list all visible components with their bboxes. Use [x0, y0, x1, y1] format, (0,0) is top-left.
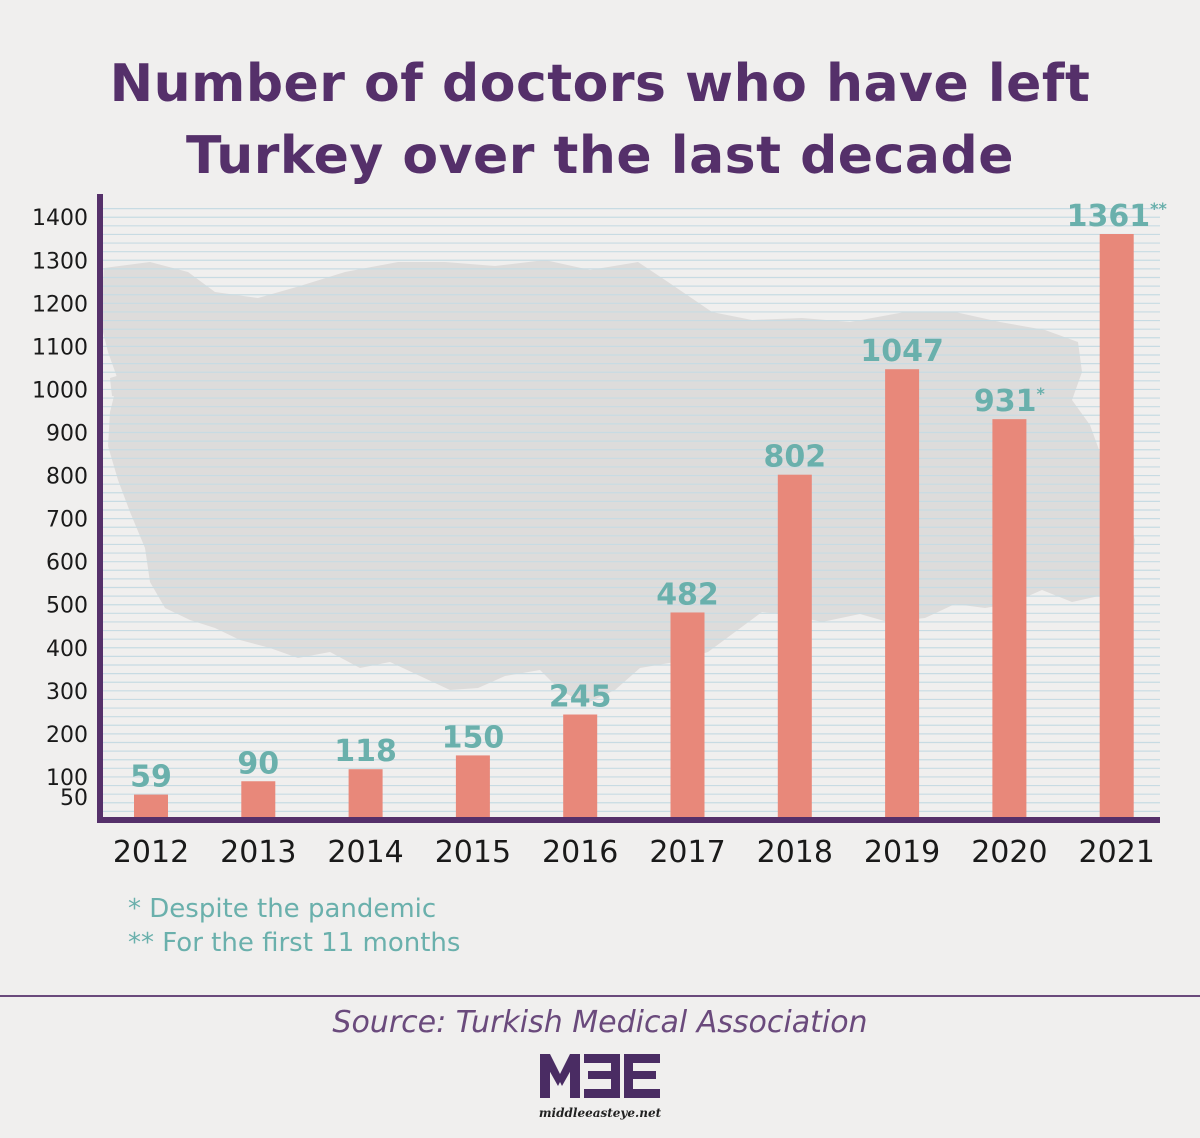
x-tick-2015: 2015: [435, 835, 511, 870]
y-tick-1000: 1000: [32, 378, 88, 403]
bar-2012: [134, 794, 168, 820]
x-tick-2014: 2014: [327, 835, 403, 870]
y-tick-700: 700: [46, 508, 88, 533]
value-label-2021: 1361**: [1067, 199, 1168, 234]
x-axis-ticks: 2012 2013 2014 2015 2016 2017 2018 2019 2020 2021: [113, 835, 1155, 870]
bar-2021: [1099, 234, 1134, 820]
value-label-2018: 802: [763, 440, 826, 475]
value-label-2012: 59: [130, 760, 172, 795]
value-label-2014: 118: [334, 734, 397, 769]
footnote-first-11-months: ** For the first 11 months: [128, 928, 461, 958]
x-tick-2017: 2017: [649, 835, 725, 870]
x-tick-2018: 2018: [757, 835, 833, 870]
value-label-2015: 150: [442, 720, 505, 755]
y-tick-900: 900: [46, 422, 88, 447]
y-tick-200: 200: [46, 723, 88, 748]
footnote-pandemic: * Despite the pandemic: [128, 894, 437, 924]
x-tick-2016: 2016: [542, 835, 618, 870]
value-label-2020: 931*: [974, 384, 1046, 419]
bar-2016: [563, 714, 598, 820]
mee-logo: middleeasteye.net: [520, 1048, 680, 1128]
y-tick-1100: 1100: [32, 335, 88, 360]
y-tick-50: 50: [60, 786, 88, 811]
x-tick-2021: 2021: [1079, 835, 1155, 870]
y-tick-400: 400: [46, 637, 88, 662]
chart-title: Number of doctors who have left Turkey o…: [0, 48, 1200, 192]
bar-2015: [455, 755, 490, 820]
y-tick-1400: 1400: [32, 206, 88, 231]
y-tick-1200: 1200: [32, 292, 88, 317]
y-tick-1300: 1300: [32, 249, 88, 274]
y-tick-800: 800: [46, 465, 88, 490]
gridlines: [100, 208, 1160, 821]
value-label-2019: 1047: [860, 334, 944, 369]
bar-2019: [885, 369, 920, 820]
x-tick-2012: 2012: [113, 835, 189, 870]
axes: [97, 194, 1160, 823]
value-label-2013: 90: [237, 746, 279, 781]
footnotes: * Despite the pandemic ** For the first …: [128, 892, 460, 960]
x-tick-2013: 2013: [220, 835, 296, 870]
value-label-2017: 482: [656, 577, 719, 612]
logo-url: middleeasteye.net: [538, 1106, 662, 1120]
x-tick-2020: 2020: [971, 835, 1047, 870]
bar-2013: [241, 781, 276, 820]
turkey-map-silhouette: [100, 260, 1135, 704]
value-labels: 59 90 118 150 245 482 802 1047 931* 1361**: [130, 199, 1167, 795]
title-line-1: Number of doctors who have left: [109, 54, 1091, 114]
divider: [0, 995, 1200, 997]
mee-logo-mark: [540, 1054, 660, 1098]
source-text: Source: Turkish Medical Association: [332, 1005, 868, 1040]
bar-2018: [777, 474, 812, 820]
bars: [134, 234, 1134, 820]
bar-2020: [992, 419, 1027, 820]
value-label-2016: 245: [549, 680, 612, 715]
y-tick-600: 600: [46, 551, 88, 576]
bar-2014: [348, 769, 383, 820]
x-tick-2019: 2019: [864, 835, 940, 870]
y-tick-500: 500: [46, 594, 88, 619]
y-tick-100: 100: [46, 766, 88, 791]
bar-2017: [670, 612, 705, 820]
y-tick-300: 300: [46, 680, 88, 705]
title-line-2: Turkey over the last decade: [186, 126, 1014, 186]
